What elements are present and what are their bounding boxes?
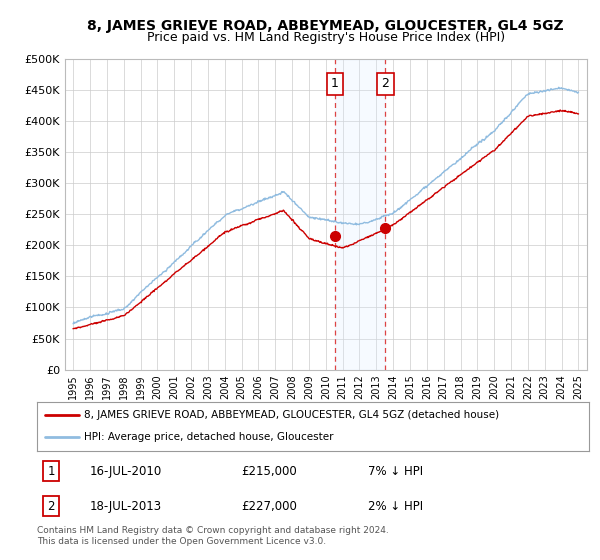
Text: 8, JAMES GRIEVE ROAD, ABBEYMEAD, GLOUCESTER, GL4 5GZ (detached house): 8, JAMES GRIEVE ROAD, ABBEYMEAD, GLOUCES… xyxy=(84,410,499,420)
Text: 16-JUL-2010: 16-JUL-2010 xyxy=(89,465,162,478)
Text: 8, JAMES GRIEVE ROAD, ABBEYMEAD, GLOUCESTER, GL4 5GZ: 8, JAMES GRIEVE ROAD, ABBEYMEAD, GLOUCES… xyxy=(88,19,564,33)
Text: 2: 2 xyxy=(382,77,389,90)
Text: 2% ↓ HPI: 2% ↓ HPI xyxy=(368,500,424,512)
Text: £215,000: £215,000 xyxy=(241,465,297,478)
Text: 18-JUL-2013: 18-JUL-2013 xyxy=(89,500,162,512)
Text: 7% ↓ HPI: 7% ↓ HPI xyxy=(368,465,424,478)
Bar xyxy=(335,59,385,370)
Text: Contains HM Land Registry data © Crown copyright and database right 2024.
This d: Contains HM Land Registry data © Crown c… xyxy=(37,526,389,546)
Text: 1: 1 xyxy=(47,465,55,478)
Text: Price paid vs. HM Land Registry's House Price Index (HPI): Price paid vs. HM Land Registry's House … xyxy=(147,31,505,44)
Text: 1: 1 xyxy=(331,77,339,90)
Text: HPI: Average price, detached house, Gloucester: HPI: Average price, detached house, Glou… xyxy=(84,432,334,442)
Text: £227,000: £227,000 xyxy=(241,500,298,512)
Text: 2: 2 xyxy=(47,500,55,512)
